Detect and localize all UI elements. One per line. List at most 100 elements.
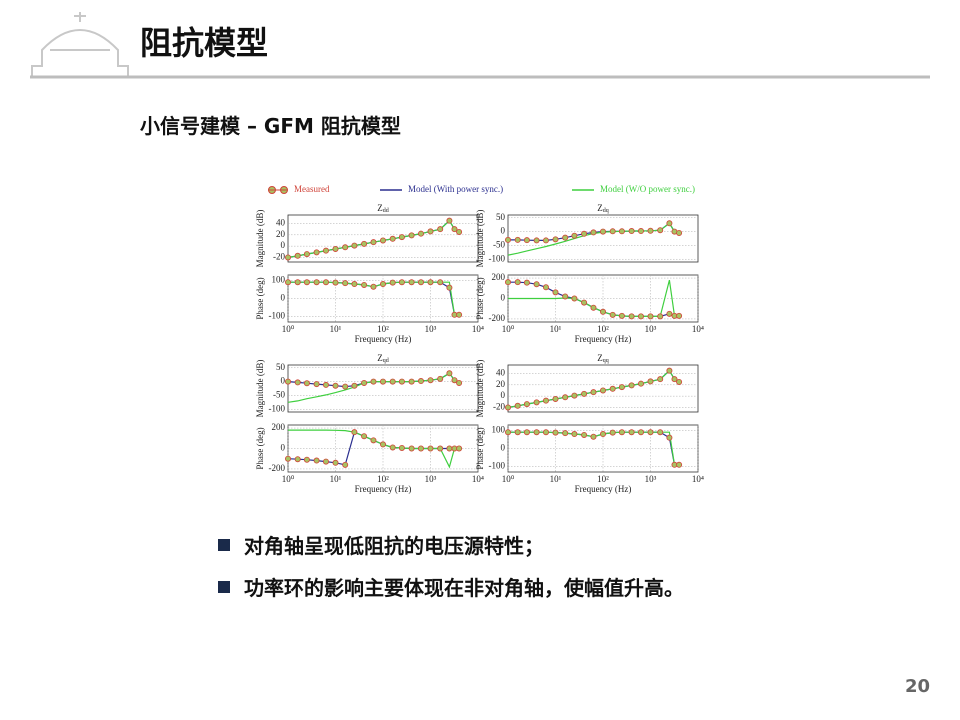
measured-point [590,229,597,236]
x-tick-label: 10¹ [550,474,562,484]
measured-point [609,311,616,318]
y-tick-label: -100 [269,311,286,321]
measured-point [370,437,377,444]
x-tick-label: 10⁰ [282,474,295,484]
measured-point [408,378,415,385]
measured-point [398,279,405,286]
y-axis-label: Magnitude (dB) [475,210,485,268]
measured-point [446,370,453,377]
x-axis-label: Frequency (Hz) [355,334,412,344]
measured-point [647,429,654,436]
measured-point [322,458,329,465]
measured-point [456,379,463,386]
x-tick-label: 10⁴ [472,474,484,484]
y-axis-label: Magnitude (dB) [255,210,265,268]
y-axis-label: Magnitude (dB) [475,360,485,418]
measured-point [446,217,453,224]
measured-point [533,237,540,244]
y-tick-label: 0 [281,240,286,250]
measured-point [379,281,386,288]
measured-point [533,429,540,436]
y-tick-label: 200 [492,272,506,282]
measured-point [590,433,597,440]
y-tick-label: -200 [269,463,286,473]
measured-point [666,310,673,317]
measured-point [647,378,654,385]
y-tick-label: 0 [501,226,506,236]
measured-point [361,240,368,247]
measured-point [637,429,644,436]
measured-point [294,456,301,463]
measured-point [628,429,635,436]
x-tick-label: 10⁰ [502,474,515,484]
measured-point [552,236,559,243]
measured-point [618,312,625,319]
measured-point [332,382,339,389]
subtitle: 小信号建模 – GFM 阻抗模型 [140,114,401,138]
measured-point [647,227,654,234]
measured-point [303,251,310,258]
measured-point [542,237,549,244]
measured-point [361,281,368,288]
measured-point [657,376,664,383]
measured-point [342,280,349,287]
x-tick-label: 10³ [645,474,657,484]
measured-point [671,376,678,383]
measured-point [581,431,588,438]
x-axis-label: Frequency (Hz) [355,484,412,494]
y-tick-label: 20 [276,229,286,239]
measured-point [351,242,358,249]
measured-point [504,279,511,286]
x-tick-label: 10⁴ [472,324,484,334]
y-tick-label: -20 [493,402,505,412]
measured-point [351,429,358,436]
measured-point [361,433,368,440]
measured-point [542,429,549,436]
measured-point [389,279,396,286]
measured-point [514,402,521,409]
measured-point [618,384,625,391]
measured-point [456,228,463,235]
x-tick-label: 10² [377,474,389,484]
measured-point [562,293,569,300]
measured-point [332,459,339,466]
measured-point [370,283,377,290]
measured-point [417,445,424,452]
measured-point [542,284,549,291]
measured-point [417,378,424,385]
x-tick-label: 10³ [645,324,657,334]
measured-point [379,441,386,448]
measured-point [417,279,424,286]
measured-point [284,455,291,462]
measured-point [590,389,597,396]
y-axis-label: Phase (deg) [255,427,265,469]
measured-point [657,227,664,234]
measured-point [600,387,607,394]
measured-point [389,235,396,242]
measured-point [389,378,396,385]
y-tick-label: 100 [492,424,506,434]
measured-point [437,445,444,452]
measured-point [284,279,291,286]
legend-label: Model (W/O power sync.) [600,184,695,194]
measured-point [504,236,511,243]
measured-point [676,229,683,236]
measured-point [313,249,320,256]
y-axis-label: Phase (deg) [255,277,265,319]
measured-point [284,378,291,385]
measured-point [590,304,597,311]
measured-point [609,385,616,392]
y-tick-label: -100 [489,461,506,471]
measured-point [294,252,301,259]
measured-point [351,382,358,389]
measured-point [322,381,329,388]
y-tick-label: 40 [276,218,286,228]
y-axis-label: Phase (deg) [475,427,485,469]
measured-point [294,279,301,286]
y-tick-label: 200 [272,422,286,432]
y-tick-label: 0 [501,443,506,453]
y-tick-label: 100 [272,274,286,284]
measured-point [303,380,310,387]
y-tick-label: -100 [489,253,506,263]
x-tick-label: 10⁴ [692,474,704,484]
